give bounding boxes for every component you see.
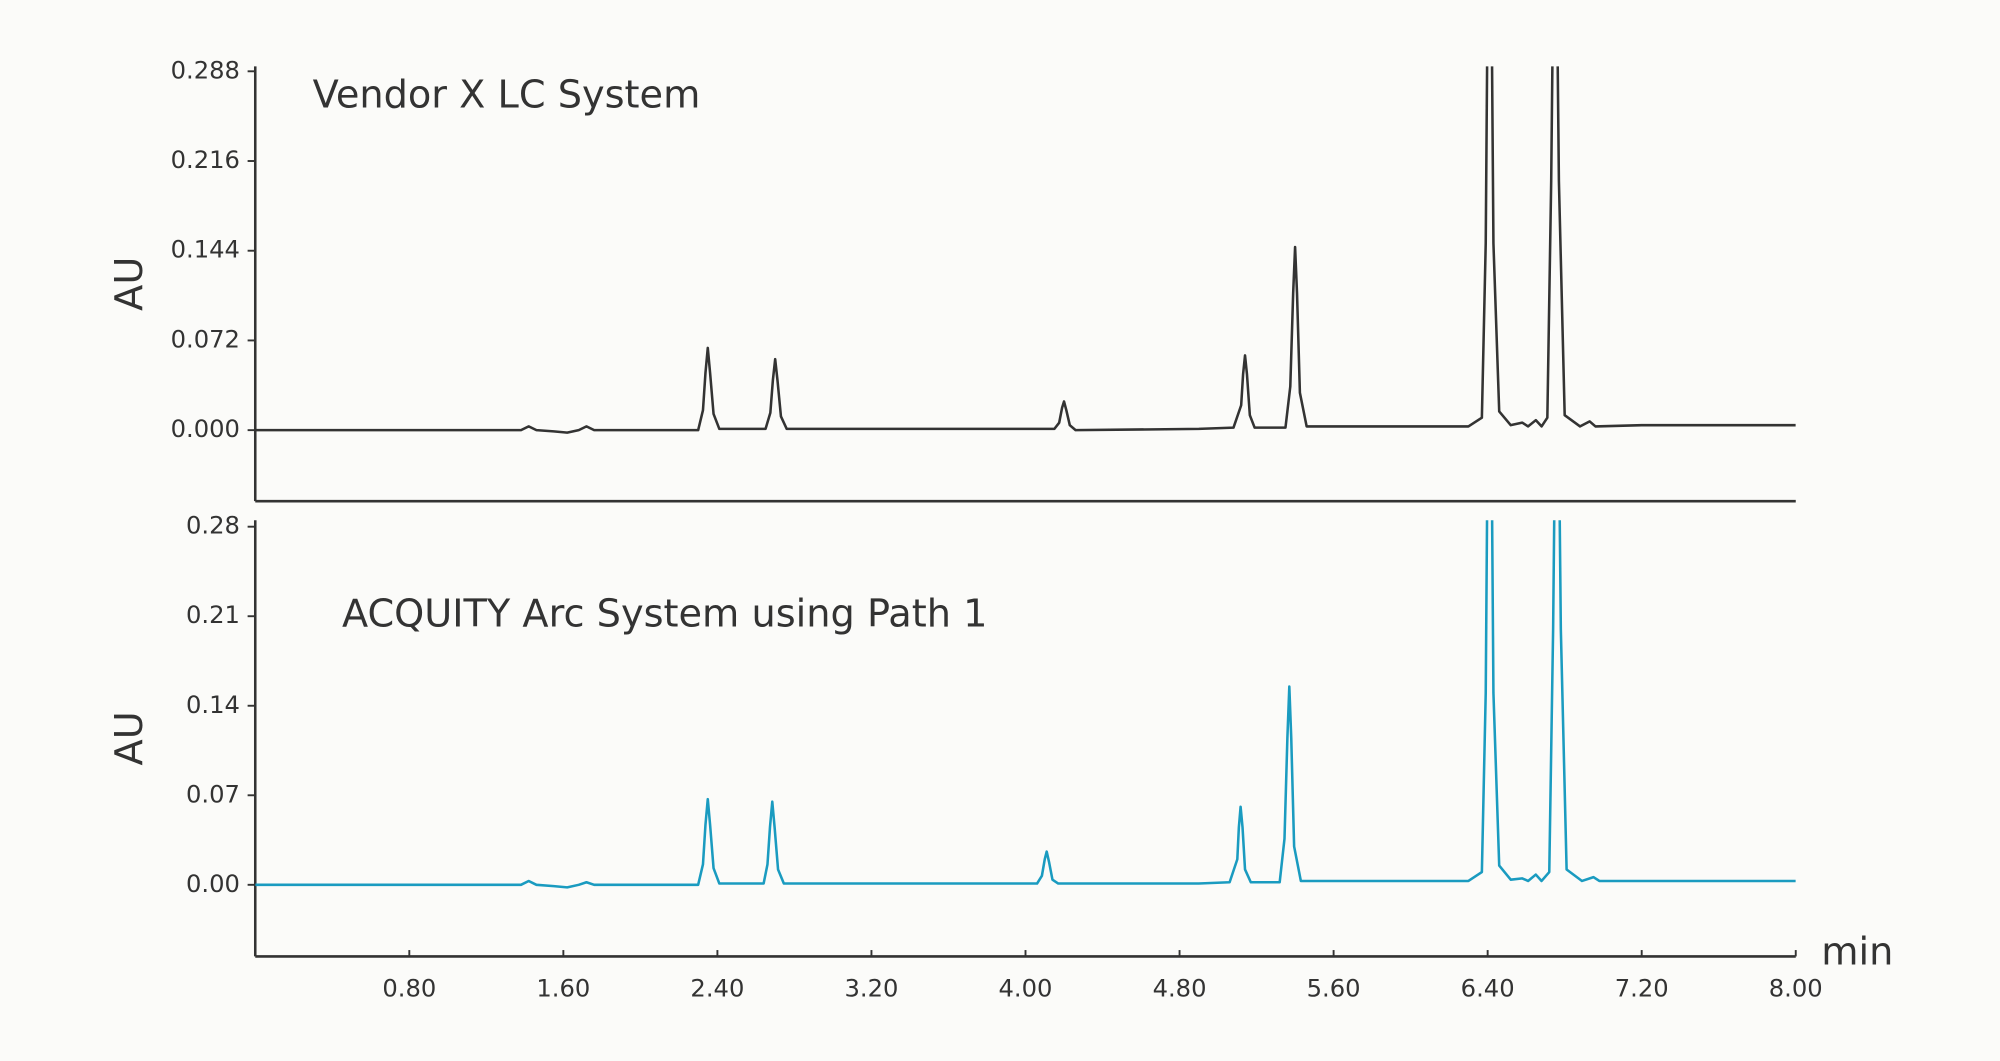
y-tick-label: 0.216 — [171, 146, 240, 174]
x-tick-label: 3.20 — [844, 975, 898, 1003]
y-tick-label: 0.00 — [186, 870, 240, 898]
x-tick-label: 5.60 — [1307, 975, 1361, 1003]
chart-title: ACQUITY Arc System using Path 1 — [342, 591, 988, 636]
x-tick-label: 6.40 — [1461, 975, 1515, 1003]
y-tick-label: 0.07 — [186, 780, 240, 808]
x-tick-label: 4.80 — [1153, 975, 1207, 1003]
chromatogram-line — [255, 520, 1796, 889]
y-tick-label: 0.072 — [171, 325, 240, 353]
x-tick-label: 1.60 — [536, 975, 590, 1003]
y-axis-label: AU — [107, 711, 152, 765]
y-tick-label: 0.28 — [186, 512, 240, 540]
x-axis-label: min — [1821, 929, 1893, 974]
y-tick-label: 0.144 — [171, 236, 240, 264]
x-tick-label: 2.40 — [690, 975, 744, 1003]
x-tick-label: 7.20 — [1615, 975, 1669, 1003]
x-tick-label: 0.80 — [382, 975, 436, 1003]
x-tick-label: 8.00 — [1769, 975, 1823, 1003]
y-tick-label: 0.000 — [171, 415, 240, 443]
x-tick-label: 4.00 — [999, 975, 1053, 1003]
chromatogram-line — [255, 66, 1796, 434]
y-axis-label: AU — [107, 257, 152, 311]
chart-title: Vendor X LC System — [313, 72, 701, 117]
y-tick-label: 0.14 — [186, 691, 240, 719]
y-tick-label: 0.288 — [171, 56, 240, 84]
y-tick-label: 0.21 — [186, 601, 240, 629]
